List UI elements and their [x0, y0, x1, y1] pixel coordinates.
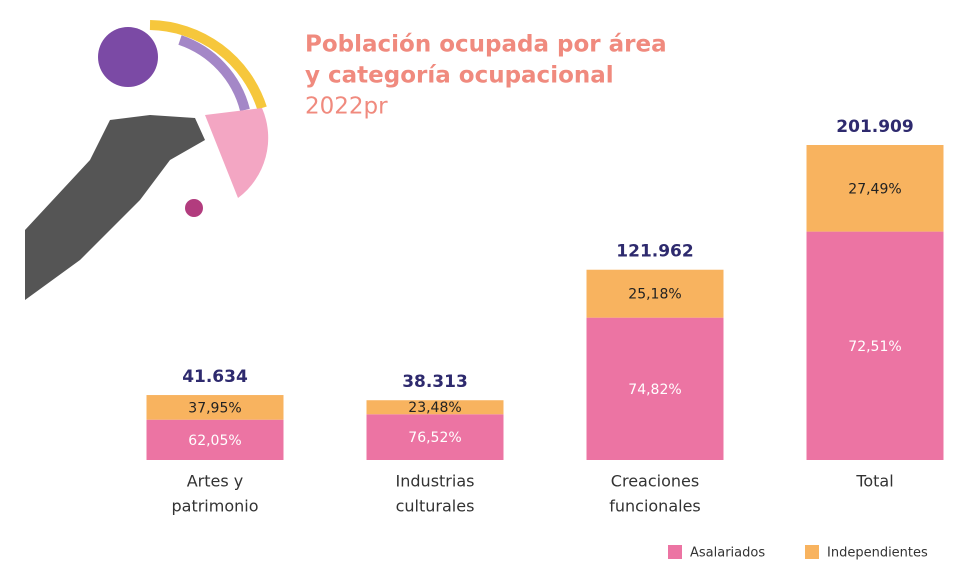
data-label: 23,48% — [408, 400, 461, 416]
x-tick-label: Creaciones — [611, 472, 699, 491]
x-tick-label: culturales — [396, 497, 475, 516]
total-label: 38.313 — [402, 372, 468, 392]
x-tick-label: Artes y — [187, 472, 244, 491]
x-tick-label: Industrias — [396, 472, 475, 491]
total-label: 121.962 — [616, 242, 693, 262]
total-label: 201.909 — [836, 117, 913, 137]
chart: Población ocupada por área y categoría o… — [0, 0, 959, 562]
legend-label: Independientes — [827, 546, 928, 561]
data-label: 27,49% — [848, 181, 901, 197]
total-label: 41.634 — [182, 367, 248, 387]
legend-label: Asalariados — [690, 546, 765, 561]
illustration — [25, 25, 268, 300]
data-label: 76,52% — [408, 430, 461, 446]
x-tick-label: Total — [855, 472, 893, 491]
data-label: 74,82% — [628, 382, 681, 398]
chart-subtitle: 2022pr — [305, 94, 388, 120]
chart-title: y categoría ocupacional — [305, 63, 614, 89]
x-tick-label: funcionales — [609, 497, 701, 516]
data-label: 62,05% — [188, 433, 241, 449]
legend-swatch — [668, 545, 682, 559]
data-label: 25,18% — [628, 287, 681, 303]
x-tick-label: patrimonio — [171, 497, 258, 516]
data-label: 72,51% — [848, 339, 901, 355]
data-label: 37,95% — [188, 400, 241, 416]
chart-title: Población ocupada por área — [305, 32, 667, 58]
legend-swatch — [805, 545, 819, 559]
